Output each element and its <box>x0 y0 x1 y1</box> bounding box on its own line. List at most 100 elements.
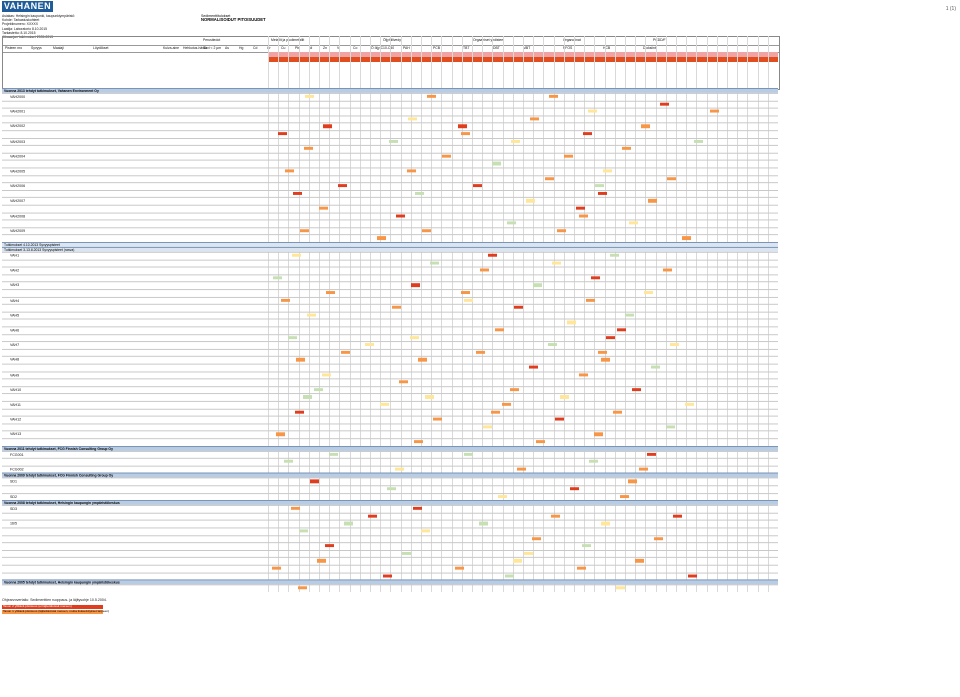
document-meta: Asiakas: Helsingin kaupunki, kaupunkiymp… <box>2 14 74 39</box>
highlighted-value-cell <box>495 328 504 332</box>
section-heading: Vuonna 2013 tehdyt tutkimukset, Vahanen … <box>2 88 778 93</box>
highlighted-value-cell <box>476 350 485 354</box>
grid-line <box>492 36 494 592</box>
highlighted-value-cell <box>278 132 287 136</box>
highlighted-value-cell <box>425 395 434 399</box>
grid-line <box>737 36 739 592</box>
table-row <box>2 296 778 298</box>
table-row <box>2 564 778 566</box>
highlighted-value-cell <box>399 380 408 384</box>
highlighted-value-cell <box>402 551 411 555</box>
sampling-point-id: VAH2000 <box>10 94 26 99</box>
highlighted-value-cell <box>601 358 610 362</box>
highlighted-value-cell <box>303 395 312 399</box>
grid-line <box>553 36 555 592</box>
highlighted-value-cell <box>389 139 398 143</box>
highlighted-value-cell <box>461 132 470 136</box>
meta-line: Kohde: Tarkastuskohteet <box>2 18 40 23</box>
table-row <box>2 274 778 276</box>
table-row <box>2 333 778 335</box>
table-row <box>2 477 778 479</box>
highlighted-value-cell <box>601 521 610 526</box>
grid-line <box>635 36 637 592</box>
highlighted-value-cell <box>579 373 588 377</box>
highlighted-value-cell <box>567 320 576 324</box>
table-row <box>2 393 778 395</box>
highlighted-value-cell <box>458 124 467 128</box>
grid-line <box>696 36 698 592</box>
column-header: Kuiva-aine <box>163 46 180 50</box>
highlighted-value-cell <box>613 410 622 414</box>
column-header: PFOS <box>563 46 573 50</box>
meta-line: Tarkastettu: 8.10.2015 <box>2 30 36 35</box>
table-row <box>2 107 778 109</box>
highlighted-value-cell <box>383 574 392 578</box>
column-group-header: Öljyhiilivedyt <box>383 38 402 42</box>
grid-line <box>727 36 728 592</box>
section-heading: Vuonna 2005 tehdyt tutkimukset, Helsingi… <box>2 579 778 585</box>
highlighted-value-cell <box>545 176 554 180</box>
highlighted-value-cell <box>461 291 470 295</box>
highlighted-value-cell <box>551 514 560 518</box>
grid-line <box>614 36 616 592</box>
highlighted-value-cell <box>557 229 566 233</box>
column-header: Cd <box>253 46 258 50</box>
highlighted-value-cell <box>392 305 401 310</box>
vahanen-logo: VAHANEN <box>2 1 53 12</box>
highlighted-value-cell <box>588 109 597 113</box>
highlighted-value-cell <box>498 494 507 498</box>
grid-line <box>512 36 514 592</box>
sampling-point-id: VAH2008 <box>10 214 26 219</box>
grid-line <box>533 36 535 592</box>
highlighted-value-cell <box>307 313 316 317</box>
highlighted-value-cell <box>325 544 334 548</box>
highlighted-value-cell <box>517 467 526 471</box>
sampling-point-id: VAH2002 <box>10 124 26 129</box>
grid-line <box>676 36 677 592</box>
meta-line: Aikasarjan tutkimukset 2005-2015 <box>2 35 54 40</box>
table-row <box>2 430 778 432</box>
highlighted-value-cell <box>368 514 377 518</box>
grid-line <box>370 36 371 592</box>
grid-line <box>706 36 708 592</box>
highlighted-value-cell <box>314 387 323 392</box>
table-row <box>2 212 778 214</box>
grid-line <box>349 36 351 592</box>
table-row <box>2 266 778 268</box>
sampling-point-id: FCG001 <box>10 452 24 457</box>
highlighted-value-cell <box>430 261 439 265</box>
highlighted-value-cell <box>415 191 424 195</box>
highlighted-value-cell <box>421 529 430 533</box>
highlighted-value-cell <box>617 328 626 332</box>
highlighted-value-cell <box>620 494 629 498</box>
highlighted-value-cell <box>295 410 304 414</box>
highlighted-value-cell <box>380 402 389 407</box>
highlighted-value-cell <box>560 395 569 399</box>
highlighted-value-cell <box>414 440 423 444</box>
table-row <box>2 549 778 551</box>
sampling-point-id: VAH2009 <box>10 229 26 233</box>
sampling-point-id: SD1 <box>10 479 17 484</box>
highlighted-value-cell <box>502 402 511 407</box>
highlighted-value-cell <box>610 253 619 257</box>
highlighted-value-cell <box>319 206 328 210</box>
column-header: Cu <box>281 46 286 50</box>
table-row <box>2 137 778 139</box>
grid-line <box>716 36 718 592</box>
highlighted-value-cell <box>583 132 592 136</box>
section-heading: Vuonna 2009 tehdyt tutkimukset, FCG Finn… <box>2 472 778 478</box>
highlighted-value-cell <box>304 147 313 151</box>
highlighted-value-cell <box>317 559 326 563</box>
sampling-point-id: VAH2001 <box>10 109 26 114</box>
table-row <box>2 100 778 102</box>
highlighted-value-cell <box>338 184 347 188</box>
grid-line <box>482 36 484 592</box>
highlighted-value-cell <box>480 268 489 272</box>
table-row <box>2 512 778 514</box>
table-row <box>2 122 778 124</box>
grid-line <box>655 36 657 592</box>
table-row <box>2 341 778 343</box>
table-row <box>2 204 778 206</box>
table-row <box>2 167 778 169</box>
highlighted-value-cell <box>639 467 648 471</box>
